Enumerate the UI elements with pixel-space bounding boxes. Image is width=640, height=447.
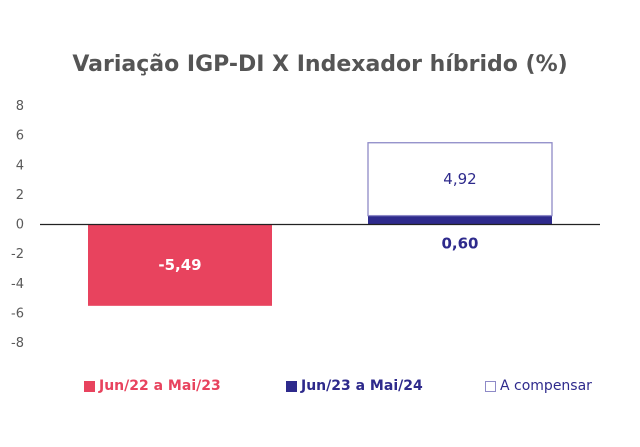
legend-item-jun23-mai24: Jun/23 a Mai/24 bbox=[286, 378, 423, 394]
legend-swatch-navy bbox=[286, 380, 297, 392]
legend-label: Jun/23 a Mai/24 bbox=[301, 378, 423, 394]
y-tick-label: -8 bbox=[11, 336, 24, 351]
y-tick-label: 8 bbox=[16, 99, 24, 114]
y-tick-label: 0 bbox=[16, 218, 24, 233]
chart-title: Variação IGP-DI X Indexador híbrido (%) bbox=[72, 52, 568, 77]
legend-item-a-compensar: A compensar bbox=[485, 378, 592, 394]
legend-label: Jun/22 a Mai/23 bbox=[99, 378, 221, 394]
y-tick-label: -4 bbox=[11, 277, 24, 292]
y-tick-label: 4 bbox=[16, 158, 24, 173]
y-tick-label: -6 bbox=[11, 306, 24, 321]
y-tick-label: 6 bbox=[16, 129, 24, 144]
y-tick-label: 2 bbox=[16, 188, 24, 203]
y-tick-label: -2 bbox=[11, 247, 24, 262]
bar bbox=[88, 224, 272, 306]
legend-item-jun22-mai23: Jun/22 a Mai/23 bbox=[84, 378, 221, 394]
data-label: 4,92 bbox=[443, 170, 476, 188]
legend-swatch-red bbox=[84, 380, 95, 392]
legend-label: A compensar bbox=[500, 378, 592, 394]
data-label: 0,60 bbox=[441, 235, 478, 253]
bar bbox=[367, 142, 553, 217]
data-label: -5,49 bbox=[158, 256, 201, 274]
bar bbox=[368, 215, 552, 225]
chart-legend: Jun/22 a Mai/23 Jun/23 a Mai/24 A compen… bbox=[0, 378, 640, 398]
legend-swatch-outline bbox=[485, 380, 496, 392]
